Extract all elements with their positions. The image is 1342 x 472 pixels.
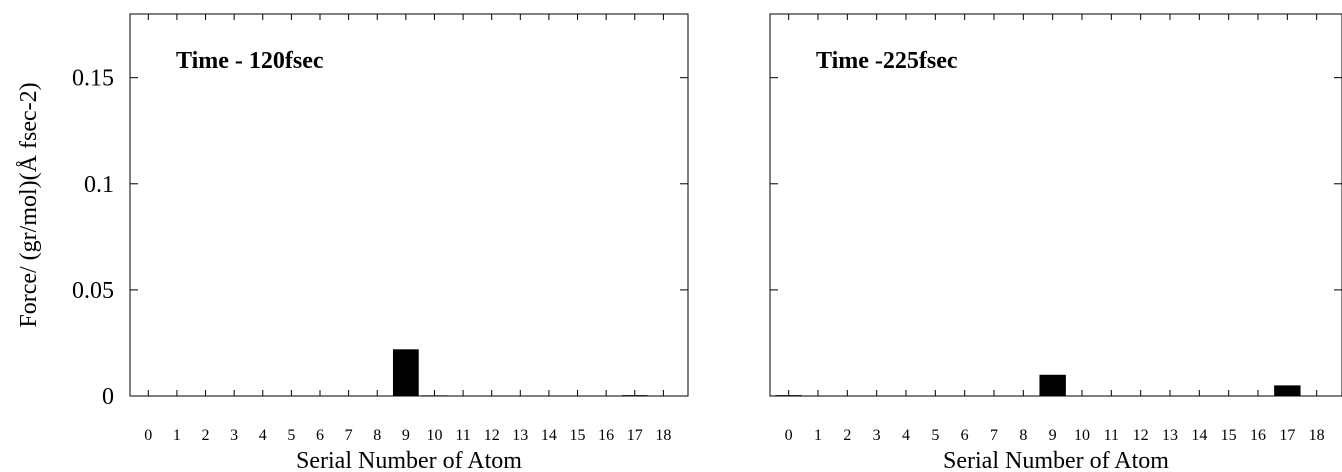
x-tick-label: 12 <box>1133 427 1149 444</box>
y-tick-label: 0.05 <box>72 278 114 304</box>
chart-panel-right: 0123456789101112131415161718Time -225fse… <box>770 14 1342 472</box>
x-tick-label: 1 <box>814 427 822 444</box>
x-axis-title: Serial Number of Atom <box>943 448 1169 472</box>
x-tick-label: 13 <box>512 427 528 444</box>
x-tick-label: 9 <box>1049 427 1057 444</box>
time-annotation: Time - 120fsec <box>176 48 324 74</box>
y-axis-title: Force/ (gr/mol)(Å fsec-2) <box>16 82 42 327</box>
x-tick-label: 14 <box>1191 427 1207 444</box>
x-tick-label: 2 <box>202 427 210 444</box>
x-tick-label: 16 <box>598 427 614 444</box>
x-tick-label: 7 <box>345 427 353 444</box>
x-tick-label: 3 <box>230 427 238 444</box>
x-tick-label: 15 <box>1221 427 1237 444</box>
x-tick-label: 8 <box>1019 427 1027 444</box>
x-tick-label: 11 <box>1104 427 1119 444</box>
x-tick-label: 18 <box>1309 427 1325 444</box>
x-tick-label: 17 <box>627 427 643 444</box>
x-tick-label: 11 <box>455 427 470 444</box>
y-tick-label: 0 <box>102 384 114 410</box>
x-tick-label: 3 <box>873 427 881 444</box>
x-tick-label: 10 <box>426 427 442 444</box>
x-tick-label: 5 <box>931 427 939 444</box>
x-tick-label: 1 <box>173 427 181 444</box>
x-tick-label: 2 <box>843 427 851 444</box>
x-tick-label: 6 <box>316 427 324 444</box>
y-tick-label: 0.1 <box>84 172 114 198</box>
chart-panel-left: 012345678910111213141516171800.050.10.15… <box>16 14 688 472</box>
x-tick-label: 4 <box>902 427 910 444</box>
bar-atom-9 <box>393 349 419 396</box>
x-tick-label: 0 <box>144 427 152 444</box>
x-tick-label: 7 <box>990 427 998 444</box>
x-tick-label: 17 <box>1279 427 1295 444</box>
x-tick-label: 13 <box>1162 427 1178 444</box>
x-axis-title: Serial Number of Atom <box>296 448 522 472</box>
x-tick-label: 0 <box>785 427 793 444</box>
x-tick-label: 5 <box>287 427 295 444</box>
x-tick-label: 15 <box>570 427 586 444</box>
x-tick-label: 14 <box>541 427 557 444</box>
x-tick-label: 4 <box>259 427 267 444</box>
time-annotation: Time -225fsec <box>816 48 958 74</box>
x-tick-label: 18 <box>655 427 671 444</box>
y-tick-label: 0.15 <box>72 66 114 92</box>
x-tick-label: 12 <box>484 427 500 444</box>
x-tick-label: 6 <box>961 427 969 444</box>
x-tick-label: 16 <box>1250 427 1266 444</box>
x-tick-label: 10 <box>1074 427 1090 444</box>
x-tick-label: 9 <box>402 427 410 444</box>
x-tick-label: 8 <box>373 427 381 444</box>
